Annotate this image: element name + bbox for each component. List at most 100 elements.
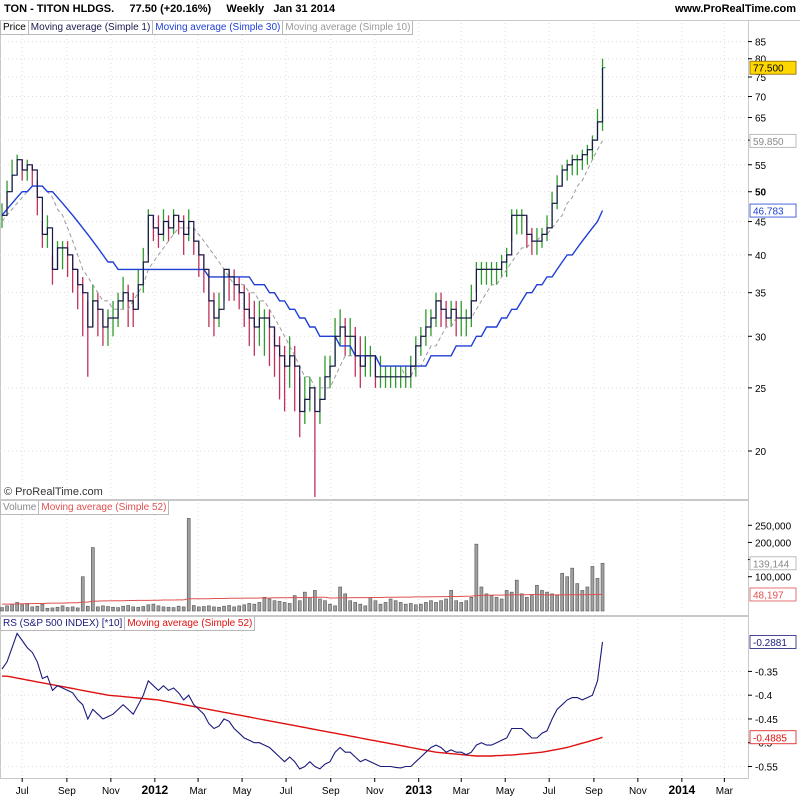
volume-bar xyxy=(45,607,50,612)
volume-bar xyxy=(565,576,570,612)
volume-bar xyxy=(393,600,398,612)
value-badge-label: -0.4885 xyxy=(753,733,787,744)
volume-bar xyxy=(403,603,408,612)
volume-bar xyxy=(101,605,105,612)
value-badge xyxy=(749,730,797,745)
volume-bar xyxy=(0,607,4,612)
volume-bar xyxy=(368,596,373,612)
legend-rs[interactable]: RS (S&P 500 INDEX) [*10] xyxy=(0,617,126,631)
volume-bar xyxy=(176,605,181,612)
volume-bar xyxy=(15,602,19,612)
volume-bar xyxy=(297,600,302,612)
volume-bar xyxy=(257,602,262,612)
value-badge xyxy=(749,635,797,649)
volume-bar xyxy=(484,593,489,612)
value-badge xyxy=(749,587,797,602)
volume-bar xyxy=(585,586,590,612)
x-tick-label: Mar xyxy=(453,786,471,797)
price-tick-label: 85 xyxy=(755,38,767,49)
rs-tick-label: -0.45 xyxy=(755,715,778,726)
volume-bar xyxy=(282,602,287,612)
price-tick-label: 45 xyxy=(755,218,767,229)
volume-bar xyxy=(373,600,378,612)
price-tick-label: 65 xyxy=(755,113,767,124)
volume-bar xyxy=(308,596,312,612)
volume-bar xyxy=(530,595,534,612)
x-tick-label: 2012 xyxy=(141,783,168,797)
x-tick-label: May xyxy=(233,786,252,797)
volume-bar xyxy=(378,603,383,612)
price-tick-label: 25 xyxy=(755,384,767,395)
volume-bar xyxy=(146,604,151,612)
volume-bar xyxy=(358,603,363,612)
volume-bar xyxy=(479,586,484,612)
volume-bar xyxy=(116,607,120,612)
header-date: Jan 31 2014 xyxy=(273,3,336,15)
volume-bar xyxy=(287,603,292,612)
volume-bar xyxy=(151,603,156,612)
volume-bar xyxy=(590,566,595,612)
volume-bar xyxy=(202,606,206,612)
volume-bar xyxy=(519,593,524,612)
volume-bar xyxy=(570,567,575,612)
price-tick-label: 35 xyxy=(755,289,767,300)
volume-bar xyxy=(75,607,80,612)
legend-ma-10[interactable]: Moving average (Simple 10) xyxy=(282,21,414,35)
volume-panel-frame xyxy=(0,500,749,616)
value-badge-label: 46.783 xyxy=(753,207,784,218)
volume-tick-label: 250,000 xyxy=(755,521,792,532)
x-tick-label: Mar xyxy=(716,786,734,797)
volume-bar xyxy=(328,603,332,612)
volume-bar xyxy=(408,603,413,612)
volume-bar xyxy=(136,606,141,612)
volume-bar xyxy=(434,602,438,612)
period: Weekly xyxy=(226,3,265,15)
volume-bar xyxy=(50,607,55,612)
volume-bar xyxy=(474,543,479,612)
value-badge xyxy=(749,203,797,218)
legend-ma-1[interactable]: Moving average (Simple 1) xyxy=(27,21,154,35)
legend-volume-ma[interactable]: Moving average (Simple 52) xyxy=(38,501,170,515)
x-tick-label: Nov xyxy=(102,786,120,797)
volume-bar xyxy=(181,606,186,612)
volume-bar xyxy=(494,596,499,612)
volume-bar xyxy=(535,584,539,612)
rs-legend: RS (S&P 500 INDEX) [*10] Moving average (… xyxy=(0,617,256,631)
legend-ma-30[interactable]: Moving average (Simple 30) xyxy=(152,21,284,35)
legend-price[interactable]: Price xyxy=(0,21,29,35)
volume-bar xyxy=(469,596,474,612)
volume-bar xyxy=(267,598,272,612)
volume-bar xyxy=(555,595,559,612)
symbol-name: TON - TITON HLDGS. xyxy=(4,3,115,15)
volume-bar xyxy=(237,605,241,612)
volume-bar xyxy=(525,596,529,612)
volume-bar xyxy=(60,605,65,612)
legend-rs-ma[interactable]: Moving average (Simple 52) xyxy=(124,617,256,631)
volume-bar xyxy=(272,600,277,612)
price-tick-label: 20 xyxy=(755,447,767,458)
legend-volume[interactable]: Volume xyxy=(0,501,40,515)
volume-bar xyxy=(545,591,549,612)
value-badge-label: 139,144 xyxy=(753,559,790,570)
volume-bar xyxy=(429,600,433,612)
volume-legend: Volume Moving average (Simple 52) xyxy=(0,501,170,515)
volume-bar xyxy=(121,605,125,612)
volume-bar xyxy=(363,605,368,612)
volume-bar xyxy=(580,590,585,612)
volume-bar xyxy=(191,605,196,612)
rs-panel-frame xyxy=(0,616,749,779)
rs-tick-label: -0.35 xyxy=(755,667,778,678)
volume-bar xyxy=(353,602,358,612)
price-tick-label: 55 xyxy=(755,161,767,172)
volume-bar xyxy=(313,590,317,612)
volume-bar xyxy=(343,593,347,612)
volume-bar xyxy=(222,605,226,612)
last-change: 77.50 (+20.16%) xyxy=(129,3,212,15)
ma-10-line xyxy=(1,140,603,389)
volume-bar xyxy=(348,600,353,612)
price-legend: Price Moving average (Simple 1) Moving ave… xyxy=(0,21,414,35)
volume-bar xyxy=(207,605,211,612)
volume-bar xyxy=(504,590,509,612)
volume-bar xyxy=(106,606,110,612)
volume-bar xyxy=(424,602,428,612)
